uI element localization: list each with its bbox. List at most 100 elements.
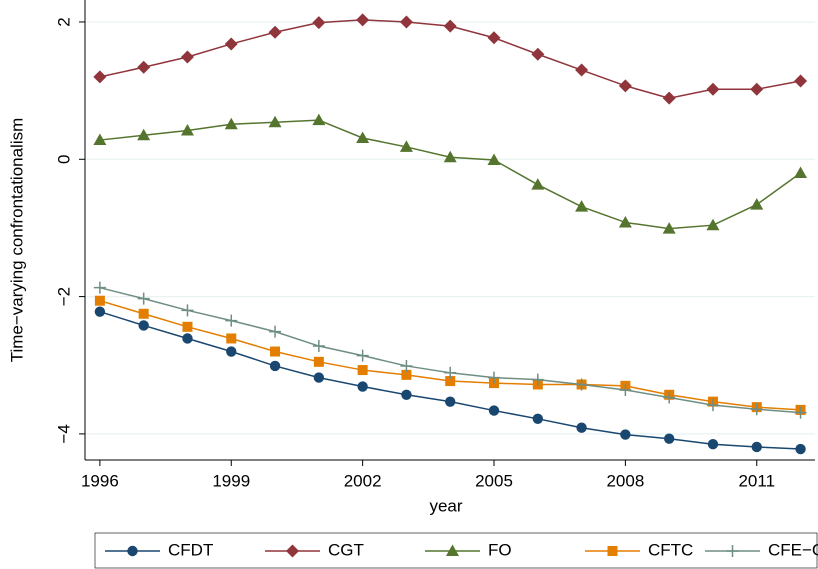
y-axis-title: Time−varying confrontationalism (7, 118, 26, 363)
data-point (182, 321, 193, 332)
data-point (575, 200, 589, 212)
data-point (224, 37, 238, 51)
data-point (750, 198, 764, 210)
data-point (750, 403, 763, 416)
data-point (575, 378, 588, 391)
data-point (268, 25, 282, 39)
data-point (751, 441, 762, 453)
data-point (401, 389, 412, 400)
series-line (99, 286, 801, 414)
x-tick-label: 2005 (475, 471, 513, 490)
data-point (794, 74, 808, 88)
y-tick-label: −2 (54, 287, 73, 306)
data-point (488, 371, 501, 384)
data-point (312, 113, 326, 126)
data-point (225, 314, 238, 327)
legend-marker (127, 545, 138, 557)
data-point (662, 91, 676, 105)
data-point (137, 292, 150, 305)
data-point (180, 50, 194, 64)
data-point (663, 391, 676, 404)
legend-label: CFTC (648, 540, 693, 559)
x-tick-label: 2008 (606, 471, 644, 490)
data-point (270, 346, 281, 357)
data-point (399, 15, 413, 29)
series-line (99, 299, 801, 411)
data-point (356, 349, 369, 362)
data-point (137, 60, 151, 74)
data-point (663, 433, 675, 444)
data-point (268, 115, 282, 128)
x-tick-label: 2011 (738, 471, 775, 490)
data-point (313, 356, 324, 367)
data-point (706, 82, 720, 96)
data-point (226, 333, 237, 344)
data-point (138, 320, 149, 331)
x-axis-title: year (429, 496, 462, 515)
legend-label: FO (488, 540, 512, 559)
data-point (620, 429, 631, 440)
data-point (93, 133, 107, 146)
x-tick-label: 1996 (81, 471, 119, 490)
data-point (226, 346, 237, 357)
data-point (575, 63, 589, 77)
data-point (488, 405, 500, 416)
legend-label: CFE−CGC (768, 540, 818, 559)
legend-marker (607, 546, 618, 556)
data-point (180, 123, 194, 136)
data-point (313, 372, 325, 383)
data-point (357, 365, 368, 376)
data-point (443, 150, 457, 163)
data-point (93, 70, 107, 84)
data-point (531, 47, 545, 61)
data-point (181, 304, 194, 317)
data-point (445, 376, 456, 387)
data-point (531, 373, 544, 386)
data-point (619, 383, 632, 396)
data-point (618, 79, 632, 93)
data-point (224, 117, 238, 130)
data-point (94, 295, 105, 306)
data-point (576, 422, 587, 433)
data-point (443, 19, 457, 33)
data-point (182, 333, 193, 344)
legend-marker (446, 544, 459, 556)
data-point (794, 406, 807, 419)
series-line (99, 119, 801, 230)
legend-label: CGT (328, 540, 364, 559)
data-point (487, 31, 501, 45)
data-point (399, 140, 413, 152)
data-point (269, 360, 281, 372)
data-point (445, 396, 456, 407)
data-point (532, 413, 544, 425)
data-point (400, 359, 413, 372)
data-point (312, 340, 325, 353)
data-point (312, 16, 326, 30)
data-point (444, 366, 457, 379)
legend-marker (726, 545, 739, 557)
data-point (531, 178, 545, 190)
x-tick-label: 1999 (212, 471, 250, 490)
y-tick-label: 0 (54, 155, 73, 164)
x-tick-label: 2002 (344, 471, 382, 490)
data-point (794, 166, 808, 179)
legend-label: CFDT (168, 540, 213, 559)
data-point (357, 381, 368, 392)
data-point (487, 153, 501, 165)
data-point (662, 222, 676, 234)
data-point (356, 13, 370, 27)
data-point (269, 325, 282, 338)
data-point (137, 128, 151, 141)
data-point (93, 281, 106, 294)
data-point (795, 443, 806, 455)
data-point (750, 82, 764, 96)
data-point (618, 215, 632, 228)
data-point (94, 306, 106, 317)
legend-marker (286, 544, 299, 558)
data-point (356, 131, 370, 143)
data-point (706, 218, 720, 231)
data-point (706, 399, 719, 412)
data-point (138, 308, 149, 319)
y-tick-label: −4 (54, 424, 73, 443)
